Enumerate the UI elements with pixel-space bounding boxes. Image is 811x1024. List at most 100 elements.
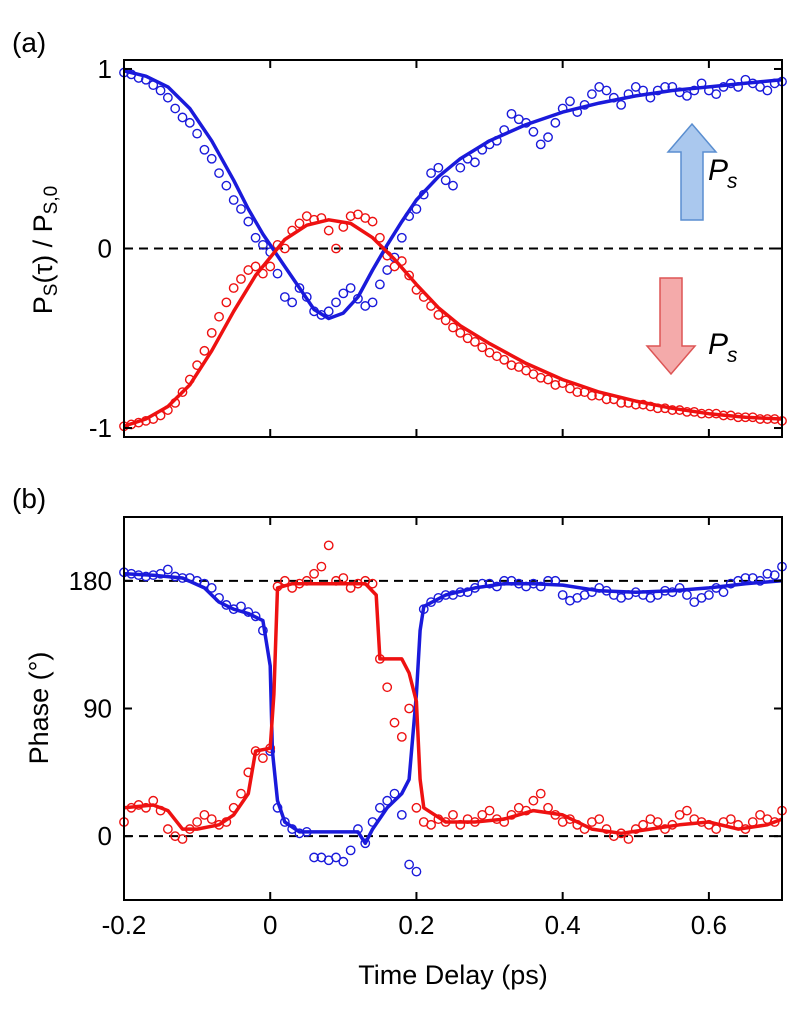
legend-label-up: P <box>708 154 728 187</box>
data-point <box>674 809 685 820</box>
data-point <box>711 89 722 100</box>
data-point <box>162 92 173 103</box>
data-point <box>440 315 451 326</box>
data-point <box>214 168 224 179</box>
y-tick-label: 0 <box>98 234 112 264</box>
panel-b: (b) -0.2 0 0.2 0.4 0.6 0 90 180 Phase (°) Time … <box>12 483 787 990</box>
panel-a: (a) P s P s -1 0 1 PS(τ) / PS,0 <box>12 27 787 443</box>
data-point <box>557 590 568 600</box>
panel-label-a: (a) <box>12 27 46 58</box>
data-point <box>528 126 539 137</box>
data-point <box>638 819 648 830</box>
data-point <box>345 845 356 856</box>
data-point <box>360 838 371 849</box>
data-point <box>382 682 393 693</box>
data-point <box>206 327 217 338</box>
data-point <box>550 117 561 128</box>
data-point <box>309 568 319 579</box>
red-fit-line <box>123 581 783 836</box>
data-point <box>396 232 407 243</box>
x-tick-label: 0.6 <box>691 910 727 940</box>
data-point <box>294 218 305 229</box>
data-point <box>725 814 736 825</box>
data-point <box>440 175 451 186</box>
legend-down-arrow <box>645 277 697 376</box>
data-point <box>470 157 480 168</box>
data-point <box>265 261 276 272</box>
y-tick-label: 0 <box>98 821 112 851</box>
data-point <box>594 814 605 825</box>
data-point <box>652 817 663 827</box>
data-point <box>535 372 546 383</box>
data-point <box>338 573 349 583</box>
data-point <box>389 717 400 728</box>
data-point <box>477 342 488 353</box>
y-axis-label-b-text: Phase (°) <box>24 652 54 765</box>
panel-b-ticks: -0.2 0 0.2 0.4 0.6 0 90 180 <box>69 517 782 940</box>
y-axis-label-a-text: PS(τ) / PS,0 <box>28 186 62 314</box>
data-point <box>477 809 488 820</box>
data-point <box>374 279 385 290</box>
data-point <box>250 232 261 243</box>
x-tick-label: 0.4 <box>545 910 581 940</box>
legend-subscript-up: s <box>727 170 738 193</box>
panel-a-ticks: -1 0 1 <box>89 54 782 443</box>
data-point <box>279 292 290 302</box>
data-point <box>484 805 495 816</box>
data-point <box>404 270 415 281</box>
data-point <box>528 795 539 806</box>
data-point <box>689 597 700 608</box>
data-point <box>236 788 246 799</box>
data-point <box>433 310 444 320</box>
data-point <box>162 564 173 575</box>
data-point <box>506 360 517 371</box>
data-point <box>535 139 546 150</box>
blue-fit-line <box>123 69 783 321</box>
data-point <box>177 387 188 398</box>
data-point <box>572 387 583 398</box>
data-point <box>199 345 210 356</box>
x-axis-label: Time Delay (ps) <box>358 960 548 990</box>
data-point <box>345 283 356 293</box>
data-point <box>411 866 422 877</box>
data-point <box>755 809 765 820</box>
data-point <box>309 852 319 863</box>
legend-label-down: P <box>708 328 728 361</box>
data-point <box>682 805 692 816</box>
data-point <box>250 261 261 272</box>
red-markers <box>119 540 787 844</box>
data-point <box>331 297 341 308</box>
data-point <box>367 578 378 589</box>
data-point <box>170 103 181 114</box>
data-point <box>682 590 692 600</box>
data-point <box>762 568 773 579</box>
legend-subscript-down: s <box>727 344 738 367</box>
data-point <box>674 583 685 593</box>
data-point <box>162 824 173 834</box>
legend-up-arrow <box>666 122 718 221</box>
data-point <box>323 225 334 236</box>
data-point <box>243 216 254 227</box>
data-point <box>367 297 378 308</box>
data-point <box>155 85 166 96</box>
data-point <box>550 380 561 390</box>
x-tick-label: 0.2 <box>398 910 434 940</box>
data-point <box>382 795 393 806</box>
data-point <box>682 91 692 101</box>
data-point <box>769 570 780 581</box>
data-point <box>374 232 385 243</box>
data-point <box>236 274 246 284</box>
data-point <box>338 288 349 299</box>
data-point <box>199 809 210 820</box>
data-point <box>279 243 290 254</box>
panel-b-frame <box>123 516 783 901</box>
data-point <box>367 216 378 227</box>
data-point <box>214 311 224 322</box>
y-tick-label: -1 <box>89 413 112 443</box>
data-point <box>323 306 334 317</box>
data-point <box>177 112 188 123</box>
data-point <box>703 590 714 600</box>
legend: P s P s <box>645 122 738 376</box>
data-point <box>236 204 246 214</box>
